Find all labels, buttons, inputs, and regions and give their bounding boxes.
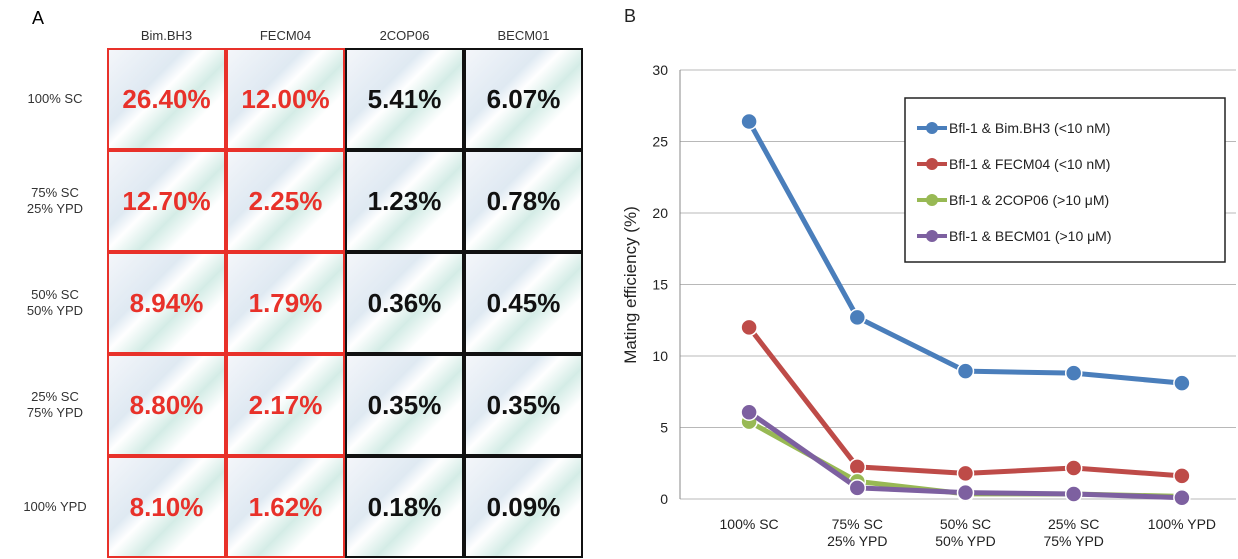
x-tick-line: 50% YPD (935, 533, 995, 549)
row-label-line: 100% YPD (5, 499, 105, 515)
legend-label: Bfl-1 & BECM01 (>10 μM) (949, 228, 1112, 244)
row-label-line: 100% SC (5, 91, 105, 107)
y-tick-label: 25 (652, 134, 668, 150)
panel-b: B Mating efficiency (%) 0 5 10 15 20 25 30 100%… (598, 0, 1238, 559)
row-label: 100% SC (5, 48, 105, 150)
column-header: FECM04 (226, 28, 345, 43)
legend-marker (926, 158, 938, 170)
legend-label: Bfl-1 & FECM04 (<10 nM) (949, 156, 1110, 172)
legend-label: Bfl-1 & Bim.BH3 (<10 nM) (949, 120, 1110, 136)
y-tick-label: 30 (652, 62, 668, 78)
cell: 0.36% (345, 252, 464, 354)
column-header: BECM01 (464, 28, 583, 43)
point (849, 309, 865, 325)
x-tick-line: 100% YPD (1148, 516, 1216, 532)
x-tick-line: 100% SC (720, 516, 779, 532)
row-label-line: 25% SC (5, 389, 105, 405)
cell: 1.62% (226, 456, 345, 558)
cell: 2.17% (226, 354, 345, 456)
legend-label: Bfl-1 & 2COP06 (>10 μM) (949, 192, 1109, 208)
series-line (749, 327, 1182, 475)
cell: 6.07% (464, 48, 583, 150)
legend-marker (926, 230, 938, 242)
cell: 0.45% (464, 252, 583, 354)
cell: 0.35% (464, 354, 583, 456)
point (741, 404, 757, 420)
point (1066, 486, 1082, 502)
x-tick-label: 100% YPD (1148, 516, 1216, 532)
cell: 0.78% (464, 150, 583, 252)
row-label-line: 25% YPD (5, 201, 105, 217)
page: A Bim.BH3FECM042COP06BECM01100% SC26.40%… (0, 0, 1238, 559)
cell: 0.35% (345, 354, 464, 456)
row-label-line: 50% SC (5, 287, 105, 303)
point (741, 113, 757, 129)
cell: 12.00% (226, 48, 345, 150)
panel-label: A (32, 8, 44, 29)
row-label-line: 50% YPD (5, 303, 105, 319)
y-tick-label: 15 (652, 277, 668, 293)
point (849, 480, 865, 496)
y-tick-label: 20 (652, 205, 668, 221)
x-tick-line: 75% SC (832, 516, 883, 532)
legend-marker (926, 122, 938, 134)
point (958, 485, 974, 501)
cell: 0.09% (464, 456, 583, 558)
y-tick-label: 0 (660, 491, 668, 507)
panel-label: B (624, 6, 636, 26)
column-header: 2COP06 (345, 28, 464, 43)
point (1174, 490, 1190, 506)
x-tick-line: 25% YPD (827, 533, 887, 549)
point (741, 319, 757, 335)
cell: 26.40% (107, 48, 226, 150)
row-label-line: 75% YPD (5, 405, 105, 421)
point (849, 459, 865, 475)
point (1174, 468, 1190, 484)
y-tick-label: 5 (660, 420, 668, 436)
point (958, 363, 974, 379)
cell: 12.70% (107, 150, 226, 252)
x-tick-label: 100% SC (720, 516, 779, 532)
row-label-line: 75% SC (5, 185, 105, 201)
x-tick-line: 50% SC (940, 516, 991, 532)
cell: 8.80% (107, 354, 226, 456)
point (958, 465, 974, 481)
point (1174, 375, 1190, 391)
cell: 0.18% (345, 456, 464, 558)
x-tick-line: 75% YPD (1043, 533, 1103, 549)
column-header: Bim.BH3 (107, 28, 226, 43)
y-axis-label: Mating efficiency (%) (621, 206, 640, 363)
y-tick-label: 10 (652, 348, 668, 364)
point (1066, 365, 1082, 381)
point (1066, 460, 1082, 476)
cell: 5.41% (345, 48, 464, 150)
x-tick-line: 25% SC (1048, 516, 1099, 532)
cell: 8.10% (107, 456, 226, 558)
cell: 8.94% (107, 252, 226, 354)
cell: 1.23% (345, 150, 464, 252)
legend-marker (926, 194, 938, 206)
row-label: 100% YPD (5, 456, 105, 558)
cell: 2.25% (226, 150, 345, 252)
cell: 1.79% (226, 252, 345, 354)
